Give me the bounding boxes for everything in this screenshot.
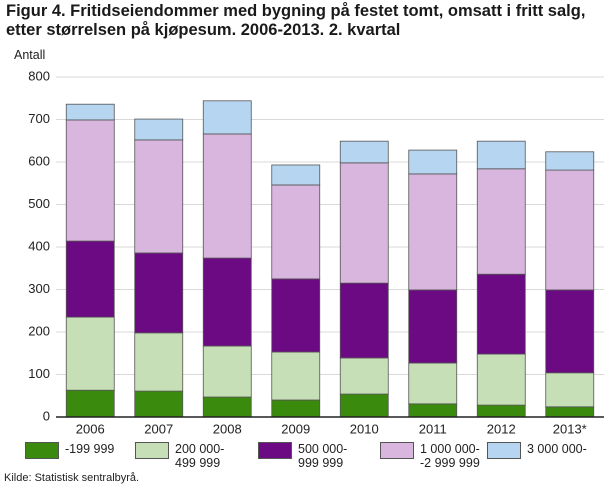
legend-swatch [25,442,59,459]
legend-swatch [135,442,169,459]
bar-segment [339,140,389,164]
x-tick-label: 2006 [76,421,105,436]
y-axis-label: Antall [14,48,46,62]
bar-segment [339,357,389,395]
bar-segment [271,351,321,401]
y-tick-label: 500 [28,196,50,211]
bar-segment [339,393,389,418]
bar-segment [545,372,595,408]
y-tick-label: 0 [43,408,50,423]
bar-segment [134,390,184,418]
bar-segment [408,173,458,291]
bar-segment [271,164,321,186]
x-tick-label: 2010 [350,421,379,436]
y-tick-label: 800 [28,68,50,83]
source: Kilde: Statistisk sentralbyrå. [4,472,140,484]
x-tick-label: 2007 [144,421,173,436]
bar-segment [134,332,184,392]
legend-swatch [487,442,521,459]
legend-item: 3 000 000- [487,442,587,459]
bar-segment [65,119,115,242]
legend-item: 1 000 000- -2 999 999 [380,442,480,470]
bar-segment [202,100,252,135]
x-tick-label: 2013* [553,421,587,436]
bar-segment [134,118,184,141]
y-tick-label: 600 [28,153,50,168]
x-tick-label: 2011 [419,421,447,436]
bar-segment [408,149,458,175]
y-tick-label: 100 [28,366,50,381]
legend-item: -199 999 [25,442,114,459]
x-tick-label: 2009 [281,421,310,436]
bar-segment [408,403,458,418]
legend-swatch [258,442,292,459]
bar-segment [134,252,184,334]
legend-swatch [380,442,414,459]
bar-segment [476,273,526,355]
y-tick-label: 700 [28,111,50,126]
legend-label: 500 000- 999 999 [298,442,348,470]
bar-segment [476,168,526,275]
bar-segment [545,151,595,171]
bar-segment [408,289,458,364]
y-tick-label: 200 [28,323,50,338]
bar-segment [476,404,526,418]
bar-segment [476,140,526,170]
bar-segment [545,406,595,418]
y-tick-label: 400 [28,238,50,253]
y-tick-label: 300 [28,281,50,296]
bar-segment [271,278,321,353]
legend-item: 500 000- 999 999 [258,442,347,470]
bar-segment [202,257,252,347]
legend-item: 200 000- 499 999 [135,442,224,470]
x-tick-label: 2008 [213,421,242,436]
bar-segment [65,240,115,318]
bar-segment [202,133,252,259]
x-tick-label: 2012 [487,421,516,436]
bar-segment [339,282,389,359]
chart-title: Figur 4. Fritidseiendommer med bygning p… [6,2,586,39]
legend-label: 1 000 000- -2 999 999 [420,442,480,470]
bar-segment [65,389,115,418]
bar-segment [476,353,526,406]
legend-label: -199 999 [65,442,115,456]
legend-label: 3 000 000- [527,442,587,456]
legend-label: 200 000- 499 999 [175,442,225,470]
bar-segment [271,184,321,280]
bar-segment [339,162,389,284]
bar-segment [202,396,252,418]
bar-segment [65,103,115,121]
bar-segment [545,289,595,374]
bar-segment [545,169,595,291]
bar-segment [202,345,252,398]
bar-segment [271,399,321,418]
bar-segment [65,316,115,391]
bar-segment [134,139,184,254]
bar-segment [408,362,458,405]
